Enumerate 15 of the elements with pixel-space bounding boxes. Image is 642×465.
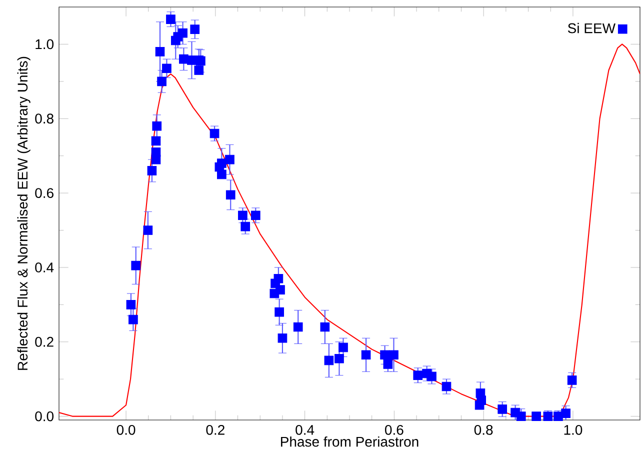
- y-tick-label: 0.0: [35, 411, 54, 422]
- y-tick-label: 0.8: [35, 114, 54, 124]
- y-tick-label: 1.0: [36, 39, 54, 50]
- y-axis-title: Reflected Flux & Normalised EEW (Arbitrary Units): [17, 56, 30, 370]
- x-axis-title: Phase from Periastron: [281, 436, 418, 447]
- x-tick-label: 1.0: [564, 424, 582, 435]
- y-tick-label: 0.4: [35, 262, 54, 272]
- x-tick-label: 0.2: [206, 424, 224, 435]
- x-tick-label: 0.4: [296, 424, 314, 435]
- y-tick-label: 0.6: [35, 188, 54, 198]
- x-tick-label: 0.6: [385, 424, 404, 435]
- y-tick-label: 0.2: [35, 336, 54, 347]
- x-tick-label: 0.8: [474, 424, 493, 435]
- x-tick-label: 0.0: [116, 424, 136, 435]
- legend-label: Si EEW: [568, 22, 616, 34]
